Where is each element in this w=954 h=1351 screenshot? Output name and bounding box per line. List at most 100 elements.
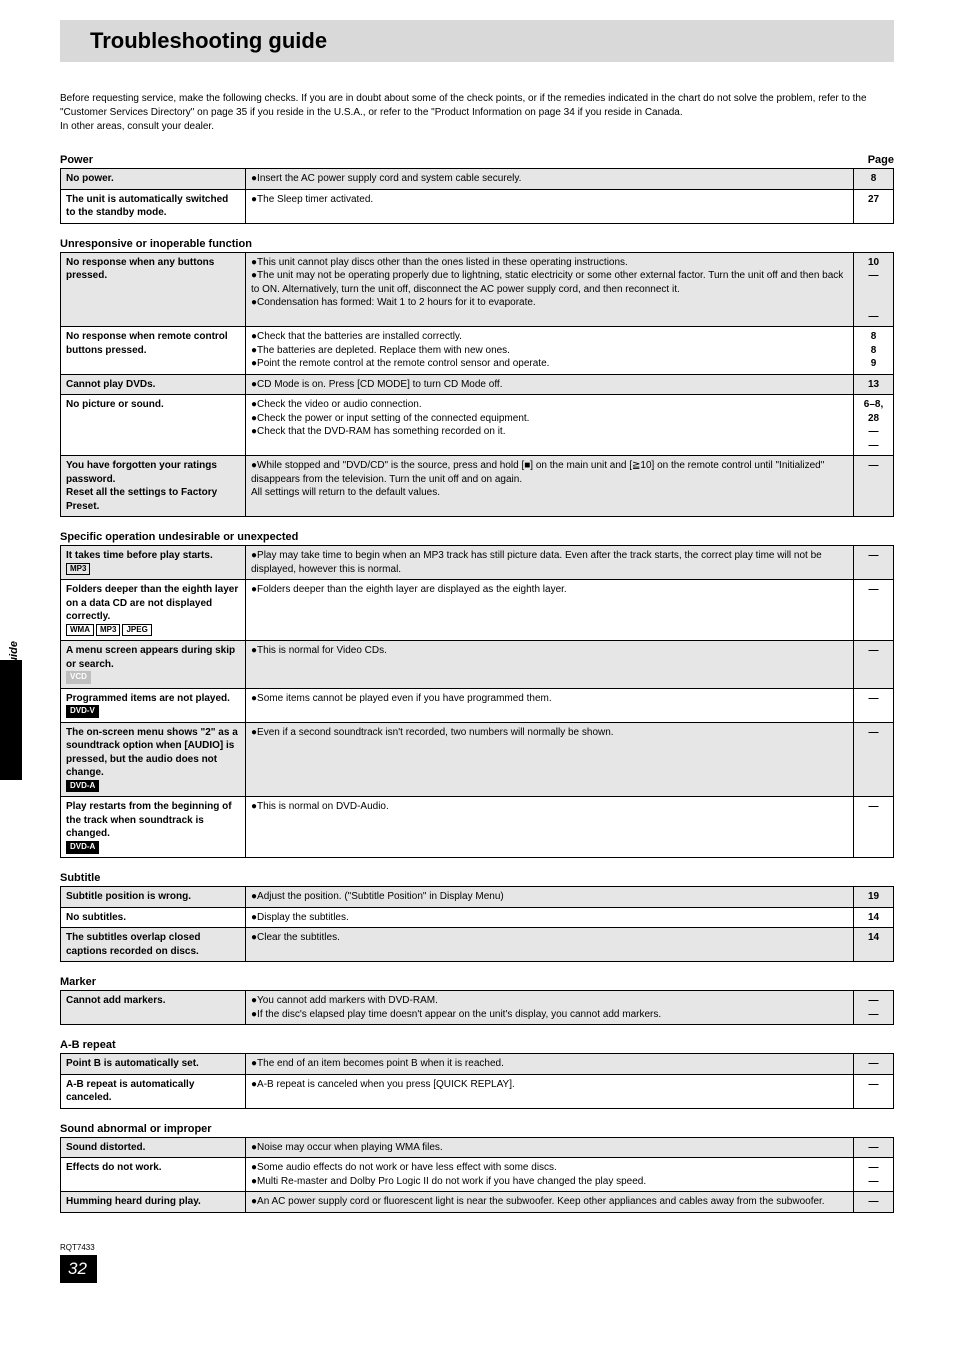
page-ref-cell: — — [854, 1054, 894, 1075]
symptom-cell: You have forgotten your ratings password… — [61, 456, 246, 517]
section-heading: Power — [60, 154, 93, 166]
format-badge: MP3 — [96, 624, 120, 637]
table-row: The subtitles overlap closed captions re… — [61, 928, 894, 962]
section-header: Unresponsive or inoperable function — [60, 238, 894, 250]
section-header: Sound abnormal or improper — [60, 1123, 894, 1135]
page-ref-cell: — — [854, 1137, 894, 1158]
page-ref-cell: 8 8 9 — [854, 327, 894, 375]
symptom-cell: The on-screen menu shows "2" as a soundt… — [61, 722, 246, 797]
remedy-cell: ●Clear the subtitles. — [246, 928, 854, 962]
table-row: Programmed items are not played.DVD-V●So… — [61, 688, 894, 722]
remedy-cell: ●Check the video or audio connection.●Ch… — [246, 395, 854, 456]
remedy-cell: ●Check that the batteries are installed … — [246, 327, 854, 375]
page-ref-cell: — — [854, 722, 894, 797]
symptom-cell: No subtitles. — [61, 907, 246, 928]
page-ref-cell: 19 — [854, 887, 894, 908]
trouble-table: Point B is automatically set.●The end of… — [60, 1053, 894, 1109]
trouble-table: It takes time before play starts.MP3●Pla… — [60, 545, 894, 858]
section-heading: A-B repeat — [60, 1039, 116, 1051]
remedy-cell: ●The end of an item becomes point B when… — [246, 1054, 854, 1075]
table-row: A menu screen appears during skip or sea… — [61, 641, 894, 689]
remedy-cell: ●Adjust the position. ("Subtitle Positio… — [246, 887, 854, 908]
table-row: You have forgotten your ratings password… — [61, 456, 894, 517]
remedy-cell: ●Folders deeper than the eighth layer ar… — [246, 580, 854, 641]
symptom-cell: Subtitle position is wrong. — [61, 887, 246, 908]
remedy-cell: ●Even if a second soundtrack isn't recor… — [246, 722, 854, 797]
page-ref-cell: — — [854, 456, 894, 517]
trouble-table: Sound distorted.●Noise may occur when pl… — [60, 1137, 894, 1213]
table-row: No response when any buttons pressed.●Th… — [61, 252, 894, 327]
table-row: No subtitles.●Display the subtitles.14 — [61, 907, 894, 928]
page-ref-cell: 13 — [854, 374, 894, 395]
page-ref-cell: — — [854, 797, 894, 858]
table-row: No response when remote control buttons … — [61, 327, 894, 375]
remedy-cell: ●The Sleep timer activated. — [246, 189, 854, 223]
section-header: Specific operation undesirable or unexpe… — [60, 531, 894, 543]
trouble-table: Subtitle position is wrong.●Adjust the p… — [60, 886, 894, 962]
section-heading: Unresponsive or inoperable function — [60, 238, 252, 250]
remedy-cell: ●Some items cannot be played even if you… — [246, 688, 854, 722]
trouble-table: No response when any buttons pressed.●Th… — [60, 252, 894, 518]
footer-page-number: 32 — [60, 1255, 97, 1283]
table-row: No power.●Insert the AC power supply cor… — [61, 169, 894, 190]
footer: RQT7433 32 — [60, 1243, 894, 1293]
page-column-label: Page — [868, 154, 894, 166]
section-header: Subtitle — [60, 872, 894, 884]
symptom-cell: The unit is automatically switched to th… — [61, 189, 246, 223]
page-ref-cell: — — [854, 1192, 894, 1213]
page-ref-cell: — — [854, 688, 894, 722]
remedy-cell: ●Insert the AC power supply cord and sys… — [246, 169, 854, 190]
page-ref-cell: — — [854, 1074, 894, 1108]
section-heading: Subtitle — [60, 872, 100, 884]
footer-model: RQT7433 — [60, 1243, 95, 1252]
symptom-cell: No response when any buttons pressed. — [61, 252, 246, 327]
symptom-cell: Humming heard during play. — [61, 1192, 246, 1213]
page-ref-cell: — — — [854, 991, 894, 1025]
format-badge: MP3 — [66, 563, 90, 576]
page-ref-cell: — — — [854, 1158, 894, 1192]
format-badge: WMA — [66, 624, 94, 637]
table-row: No picture or sound.●Check the video or … — [61, 395, 894, 456]
page-ref-cell: 6–8, 28 — — — [854, 395, 894, 456]
format-badge: DVD-A — [66, 841, 99, 854]
table-row: Cannot add markers.●You cannot add marke… — [61, 991, 894, 1025]
symptom-cell: Effects do not work. — [61, 1158, 246, 1192]
remedy-cell: ●Noise may occur when playing WMA files. — [246, 1137, 854, 1158]
remedy-cell: ●This is normal for Video CDs. — [246, 641, 854, 689]
table-row: Play restarts from the beginning of the … — [61, 797, 894, 858]
intro-text: Before requesting service, make the foll… — [60, 92, 894, 134]
format-badge: VCD — [66, 671, 91, 684]
table-row: Sound distorted.●Noise may occur when pl… — [61, 1137, 894, 1158]
table-row: The unit is automatically switched to th… — [61, 189, 894, 223]
table-row: Cannot play DVDs.●CD Mode is on. Press [… — [61, 374, 894, 395]
remedy-cell: ●Display the subtitles. — [246, 907, 854, 928]
symptom-cell: Sound distorted. — [61, 1137, 246, 1158]
symptom-cell: A menu screen appears during skip or sea… — [61, 641, 246, 689]
section-header: Power Page — [60, 154, 894, 166]
symptom-cell: No power. — [61, 169, 246, 190]
remedy-cell: ●Play may take time to begin when an MP3… — [246, 546, 854, 580]
page-ref-cell: — — [854, 580, 894, 641]
remedy-cell: ●An AC power supply cord or fluorescent … — [246, 1192, 854, 1213]
section-heading: Sound abnormal or improper — [60, 1123, 212, 1135]
trouble-table: Cannot add markers.●You cannot add marke… — [60, 990, 894, 1025]
table-row: Humming heard during play.●An AC power s… — [61, 1192, 894, 1213]
page-title: Troubleshooting guide — [90, 28, 894, 54]
symptom-cell: A-B repeat is automatically canceled. — [61, 1074, 246, 1108]
format-badge: DVD-V — [66, 705, 99, 718]
page-ref-cell: — — [854, 641, 894, 689]
page-ref-cell: 14 — [854, 907, 894, 928]
table-row: Folders deeper than the eighth layer on … — [61, 580, 894, 641]
symptom-cell: The subtitles overlap closed captions re… — [61, 928, 246, 962]
symptom-cell: Programmed items are not played.DVD-V — [61, 688, 246, 722]
remedy-cell: ●This is normal on DVD-Audio. — [246, 797, 854, 858]
symptom-cell: Point B is automatically set. — [61, 1054, 246, 1075]
section-heading: Marker — [60, 976, 96, 988]
remedy-cell: ●A-B repeat is canceled when you press [… — [246, 1074, 854, 1108]
symptom-cell: Cannot add markers. — [61, 991, 246, 1025]
section-heading: Specific operation undesirable or unexpe… — [60, 531, 298, 543]
page-ref-cell: 8 — [854, 169, 894, 190]
section-header: Marker — [60, 976, 894, 988]
trouble-table: No power.●Insert the AC power supply cor… — [60, 168, 894, 224]
section-header: A-B repeat — [60, 1039, 894, 1051]
